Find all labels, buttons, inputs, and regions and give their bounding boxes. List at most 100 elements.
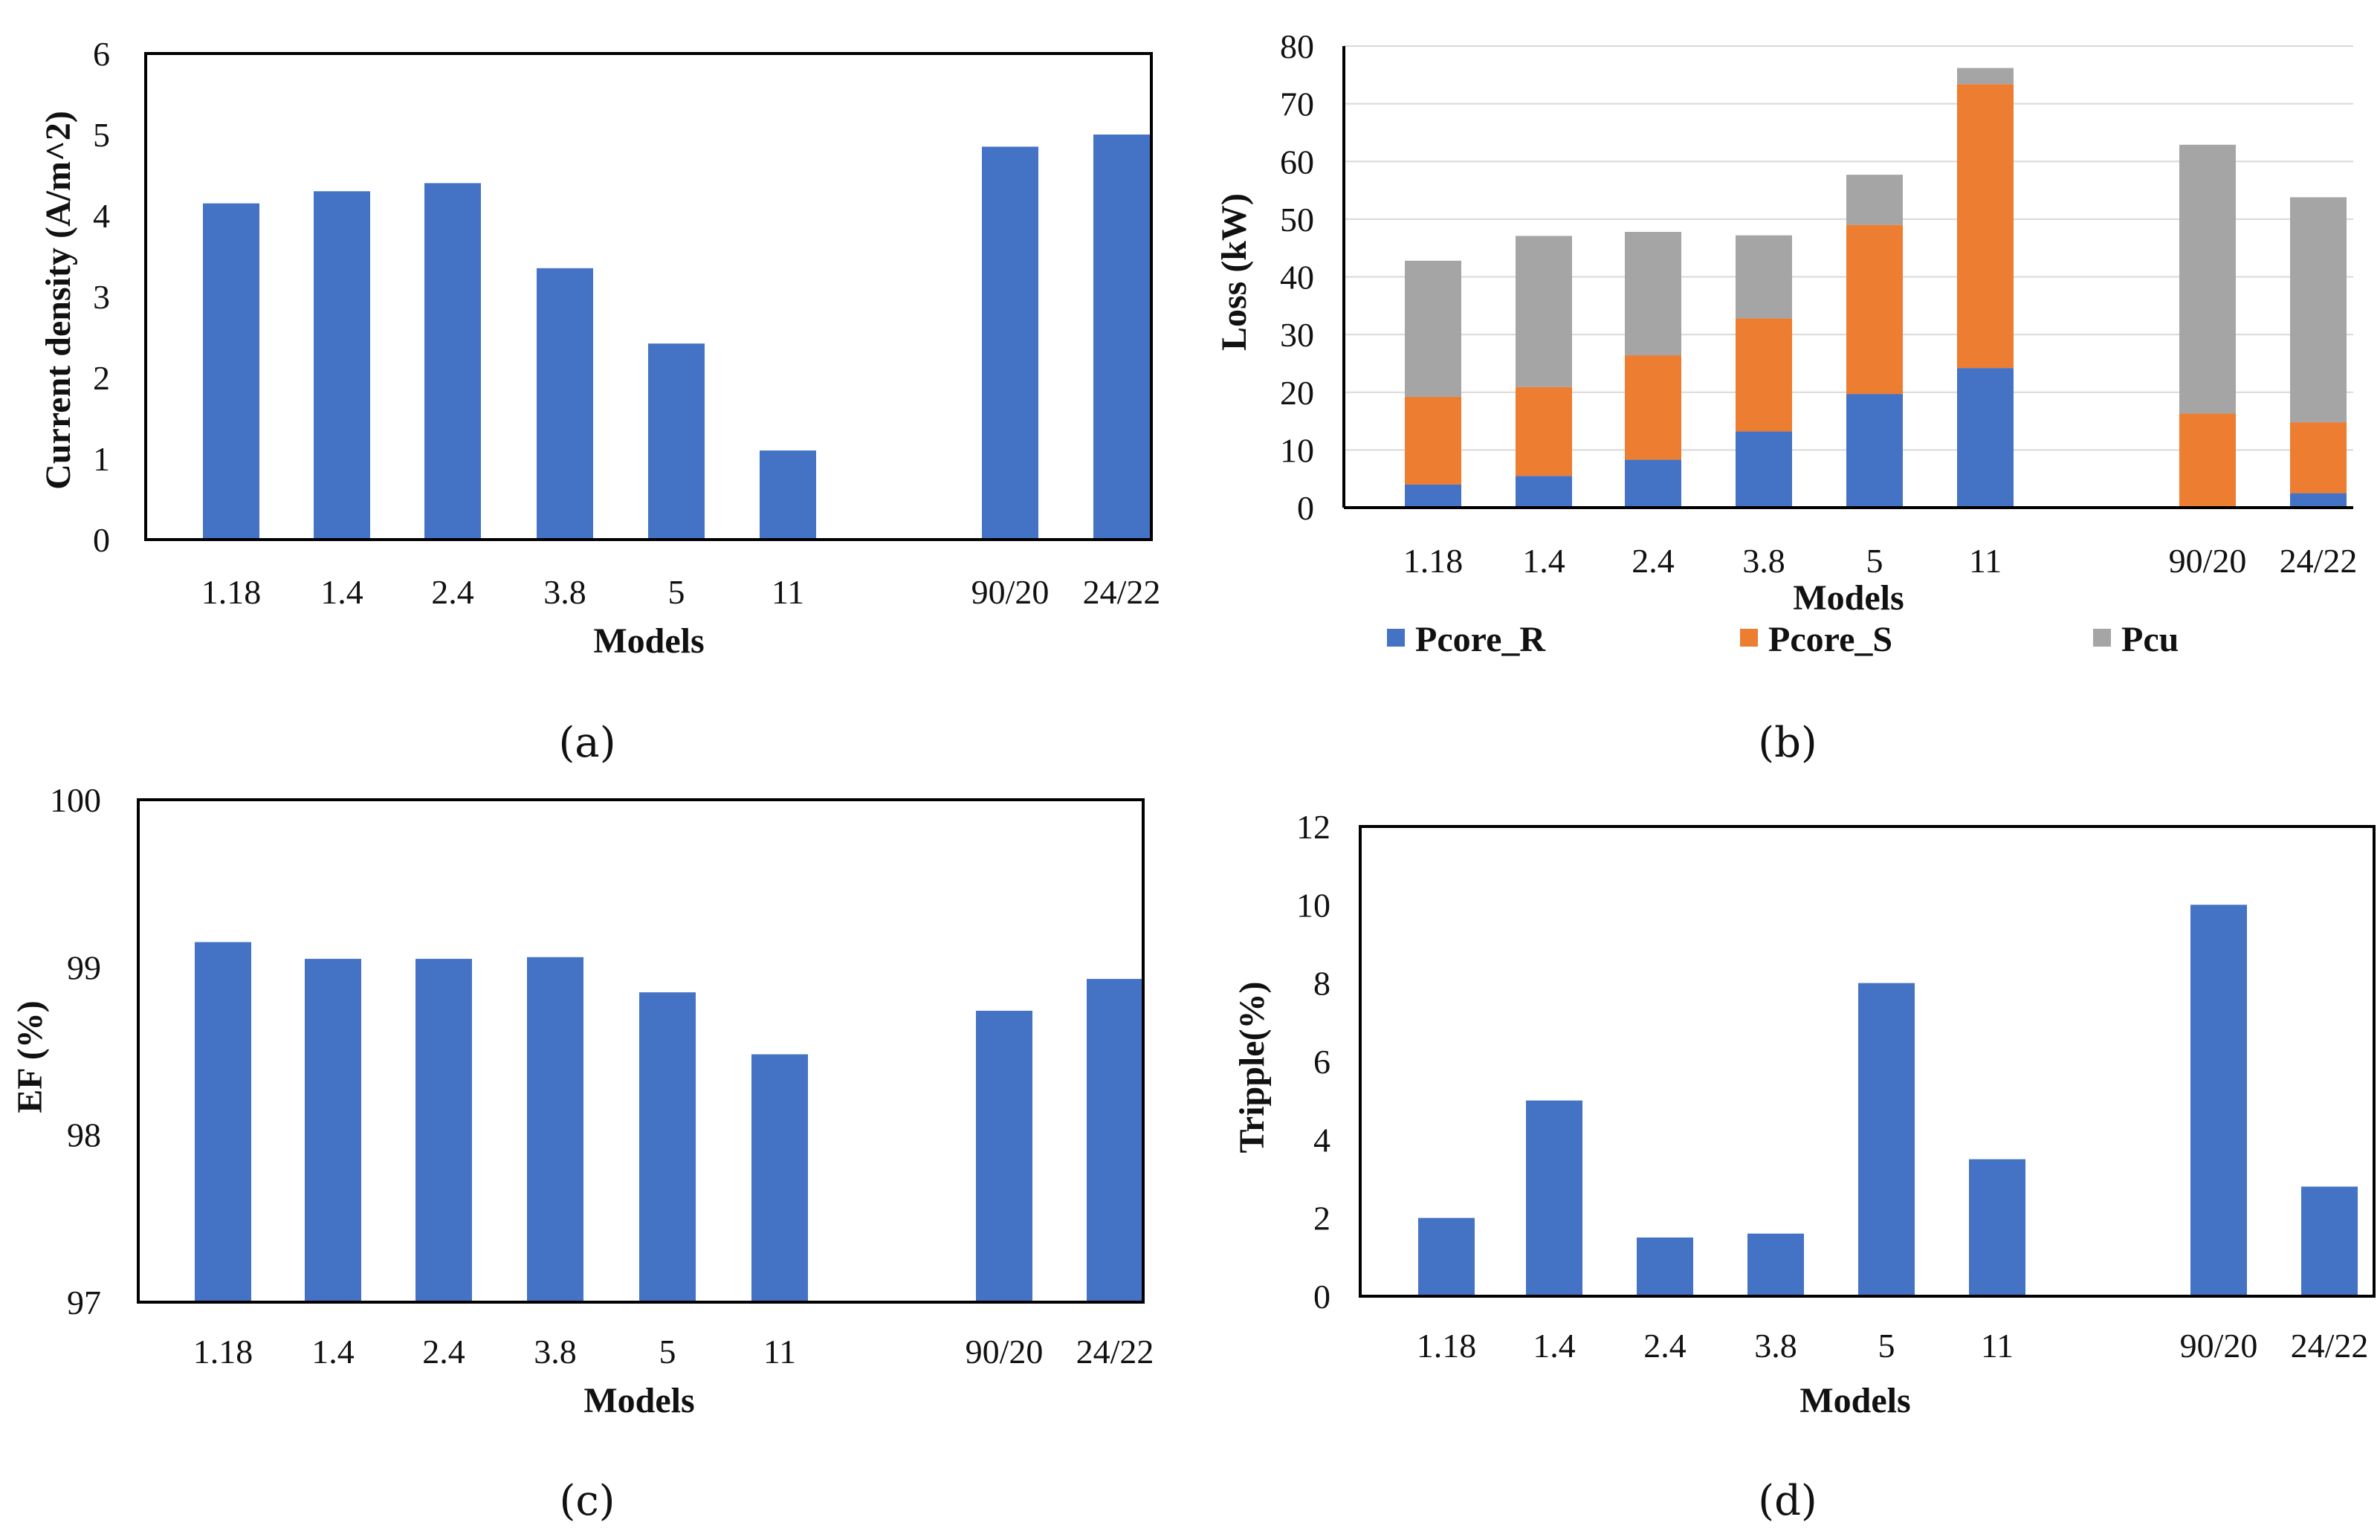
bar [639, 992, 696, 1302]
y-tick-label: 6 [1313, 1043, 1330, 1081]
y-tick-label: 50 [1280, 201, 1314, 239]
panel-label-d: (d) [1758, 1477, 1817, 1525]
y-tick-label: 8 [1313, 965, 1330, 1003]
legend-label-pcore-s: Pcore_S [1768, 620, 1892, 659]
y-tick-label: 10 [1296, 886, 1330, 924]
x-tick-label: 1.18 [193, 1333, 253, 1371]
bar [1087, 979, 1143, 1302]
bar-segment-pcore-r [1736, 431, 1792, 508]
panel-label-b: (b) [1758, 719, 1817, 767]
bar [195, 942, 251, 1302]
y-tick-label: 1 [93, 440, 110, 478]
x-axis-title-d: Models [1799, 1381, 1910, 1420]
bar-segment-pcu [1516, 236, 1572, 387]
legend-label-pcu: Pcu [2121, 620, 2179, 659]
bar-segment-pcore-r [1516, 476, 1572, 508]
bar [751, 1054, 808, 1302]
x-tick-label: 1.4 [311, 1333, 355, 1371]
x-tick-label: 2.4 [1643, 1327, 1687, 1365]
x-tick-label: 1.18 [1417, 1327, 1477, 1365]
y-tick-label: 2 [93, 359, 110, 397]
x-tick-label: 3.8 [1742, 542, 1785, 580]
chart-panel-d: 1.18 1.4 2.4 3.8 5 11 90/20 24/22 0 2 4 6 8 10 12 Mod… [1232, 808, 2376, 1525]
bar [1093, 135, 1150, 540]
bar-segment-pcore-s [1846, 224, 1903, 395]
y-tick-label: 20 [1280, 374, 1314, 412]
x-tick-label: 1.4 [320, 573, 363, 611]
y-tick-label: 70 [1280, 85, 1314, 123]
y-tick-label: 5 [93, 116, 110, 154]
bar-segment-pcore-s [2290, 422, 2347, 494]
x-tick-label: 1.18 [201, 573, 262, 611]
chart-panel-b: 1.18 1.4 2.4 3.8 5 11 90/20 24/22 0 10 20 30 40 50 60… [1215, 28, 2357, 767]
chart-panel-a: 1.18 1.4 2.4 3.8 5 11 90/20 24/22 0 1 2 3 4 5 6 Model… [39, 35, 1160, 767]
bar [424, 183, 481, 540]
bar-segment-pcore-s [1736, 318, 1792, 432]
bar [760, 450, 816, 540]
bar [982, 146, 1038, 540]
x-tick-label: 2.4 [422, 1333, 465, 1371]
x-tick-label: 11 [1981, 1327, 2014, 1365]
bar-segment-pcu [1736, 235, 1792, 319]
y-tick-label: 30 [1280, 316, 1314, 354]
bar-segment-pcore-r [1957, 368, 2014, 508]
x-tick-label: 11 [1969, 542, 2002, 580]
bar-segment-pcore-s [1625, 355, 1681, 460]
x-axis-title-a: Models [593, 621, 704, 661]
bar [415, 959, 472, 1302]
x-tick-label: 3.8 [534, 1333, 577, 1371]
x-tick-label: 5 [1866, 542, 1883, 580]
bar [1747, 1233, 1804, 1296]
y-tick-label: 98 [67, 1116, 101, 1154]
x-tick-label: 5 [1878, 1327, 1895, 1365]
y-tick-label: 97 [67, 1284, 101, 1321]
legend-swatch-pcore-s [1740, 629, 1758, 647]
x-tick-label: 11 [772, 573, 804, 611]
x-tick-label: 24/22 [1076, 1333, 1154, 1371]
bar-segment-pcore-r [1625, 459, 1681, 508]
x-tick-label: 1.4 [1533, 1327, 1576, 1365]
y-tick-label: 0 [1297, 489, 1314, 527]
y-tick-label: 40 [1280, 259, 1314, 297]
bar-segment-pcore-r [1405, 484, 1461, 508]
panel-label-c: (c) [559, 1477, 615, 1525]
x-tick-label: 1.4 [1522, 542, 1565, 580]
bar [203, 203, 259, 540]
chart-panel-c: 1.18 1.4 2.4 3.8 5 11 90/20 24/22 97 98 99 100 Mod… [10, 781, 1154, 1525]
plot-frame [144, 52, 1153, 541]
panel-label-a: (a) [558, 719, 615, 767]
x-tick-label: 2.4 [1632, 542, 1675, 580]
y-tick-label: 100 [50, 781, 101, 819]
x-tick-label: 90/20 [966, 1333, 1044, 1371]
x-tick-label: 2.4 [431, 573, 474, 611]
y-tick-label: 10 [1280, 431, 1314, 469]
bar [2301, 1186, 2358, 1296]
plot-frame [137, 798, 1145, 1304]
x-axis-title-b: Models [1793, 578, 1904, 618]
x-tick-label: 3.8 [543, 573, 586, 611]
bar [537, 268, 593, 540]
y-axis-title-b: Loss (kW) [1215, 193, 1254, 351]
y-tick-label: 4 [1313, 1121, 1330, 1159]
y-tick-label: 3 [93, 278, 110, 316]
x-tick-label: 11 [763, 1333, 796, 1371]
x-tick-label: 1.18 [1403, 542, 1464, 580]
bar-segment-pcore-s [1957, 84, 2014, 369]
bar [1637, 1238, 1693, 1296]
legend-swatch-pcore-r [1387, 629, 1405, 647]
x-tick-label: 24/22 [2291, 1327, 2369, 1365]
y-tick-label: 80 [1280, 28, 1314, 65]
bar [648, 343, 705, 540]
y-axis-title-a: Current density (A/m^2) [39, 111, 78, 490]
x-tick-label: 5 [659, 1333, 676, 1371]
bar-segment-pcu [2179, 144, 2236, 414]
bar-segment-pcore-r [2290, 493, 2347, 508]
x-tick-label: 3.8 [1754, 1327, 1797, 1365]
x-tick-label: 90/20 [971, 573, 1050, 611]
y-tick-label: 0 [93, 521, 110, 559]
bar [1526, 1100, 1582, 1296]
bar [1969, 1159, 2025, 1296]
y-tick-label: 12 [1296, 808, 1330, 846]
legend-label-pcore-r: Pcore_R [1415, 620, 1546, 659]
